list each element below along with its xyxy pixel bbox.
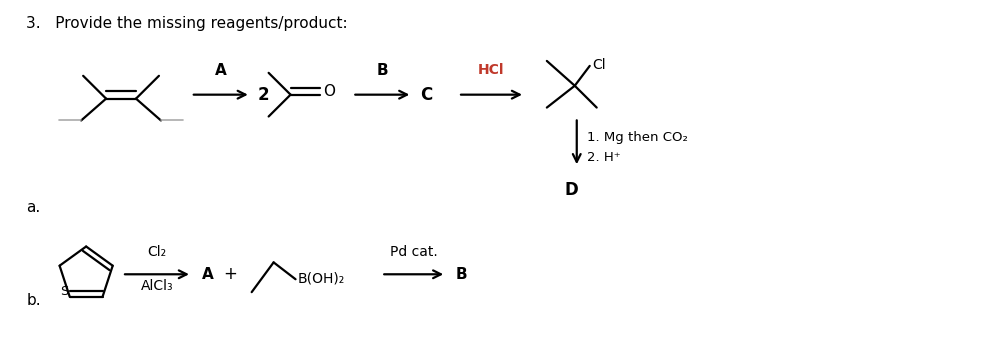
Text: AlCl₃: AlCl₃ [140,279,174,293]
Text: a.: a. [26,200,40,215]
Text: 1. Mg then CO₂
2. H⁺: 1. Mg then CO₂ 2. H⁺ [587,131,688,164]
Text: A: A [202,267,214,282]
Text: O: O [324,84,336,99]
Text: HCl: HCl [479,63,505,77]
Text: 3.   Provide the missing reagents/product:: 3. Provide the missing reagents/product: [26,16,348,31]
Text: C: C [420,86,433,104]
Text: A: A [215,63,227,78]
Text: D: D [565,181,579,199]
Text: S: S [61,285,69,298]
Text: B: B [377,63,388,78]
Text: B: B [456,267,468,282]
Text: Cl: Cl [593,58,606,72]
Text: B(OH)₂: B(OH)₂ [297,271,344,285]
Text: +: + [223,265,236,283]
Text: Pd cat.: Pd cat. [389,245,438,260]
Text: 2: 2 [258,86,270,104]
Text: Cl₂: Cl₂ [147,245,167,260]
Text: b.: b. [26,293,41,307]
